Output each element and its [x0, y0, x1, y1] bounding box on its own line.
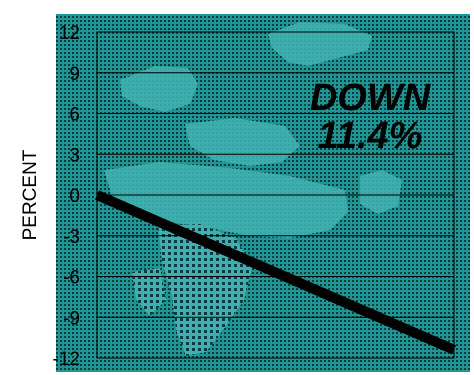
y-tick-label: 0 — [69, 186, 80, 207]
y-tick-label: 6 — [69, 105, 80, 126]
y-tick-label: 12 — [59, 23, 80, 44]
y-axis-tick-labels: 12 9 6 3 0 -3 -6 -9 -12 — [53, 23, 80, 370]
y-tick-label: 9 — [69, 64, 80, 85]
annotation-percent: 11.4% — [318, 115, 423, 157]
y-tick-label: -3 — [63, 227, 80, 248]
y-tick-label: -9 — [63, 308, 80, 329]
map-background — [104, 22, 402, 356]
annotation-down: DOWN — [310, 77, 432, 119]
y-tick-label: 3 — [69, 145, 80, 166]
y-axis-label: PERCENT — [20, 149, 41, 240]
y-tick-label: -12 — [53, 349, 80, 370]
y-tick-label: -6 — [63, 268, 80, 289]
series-line — [95, 190, 456, 355]
